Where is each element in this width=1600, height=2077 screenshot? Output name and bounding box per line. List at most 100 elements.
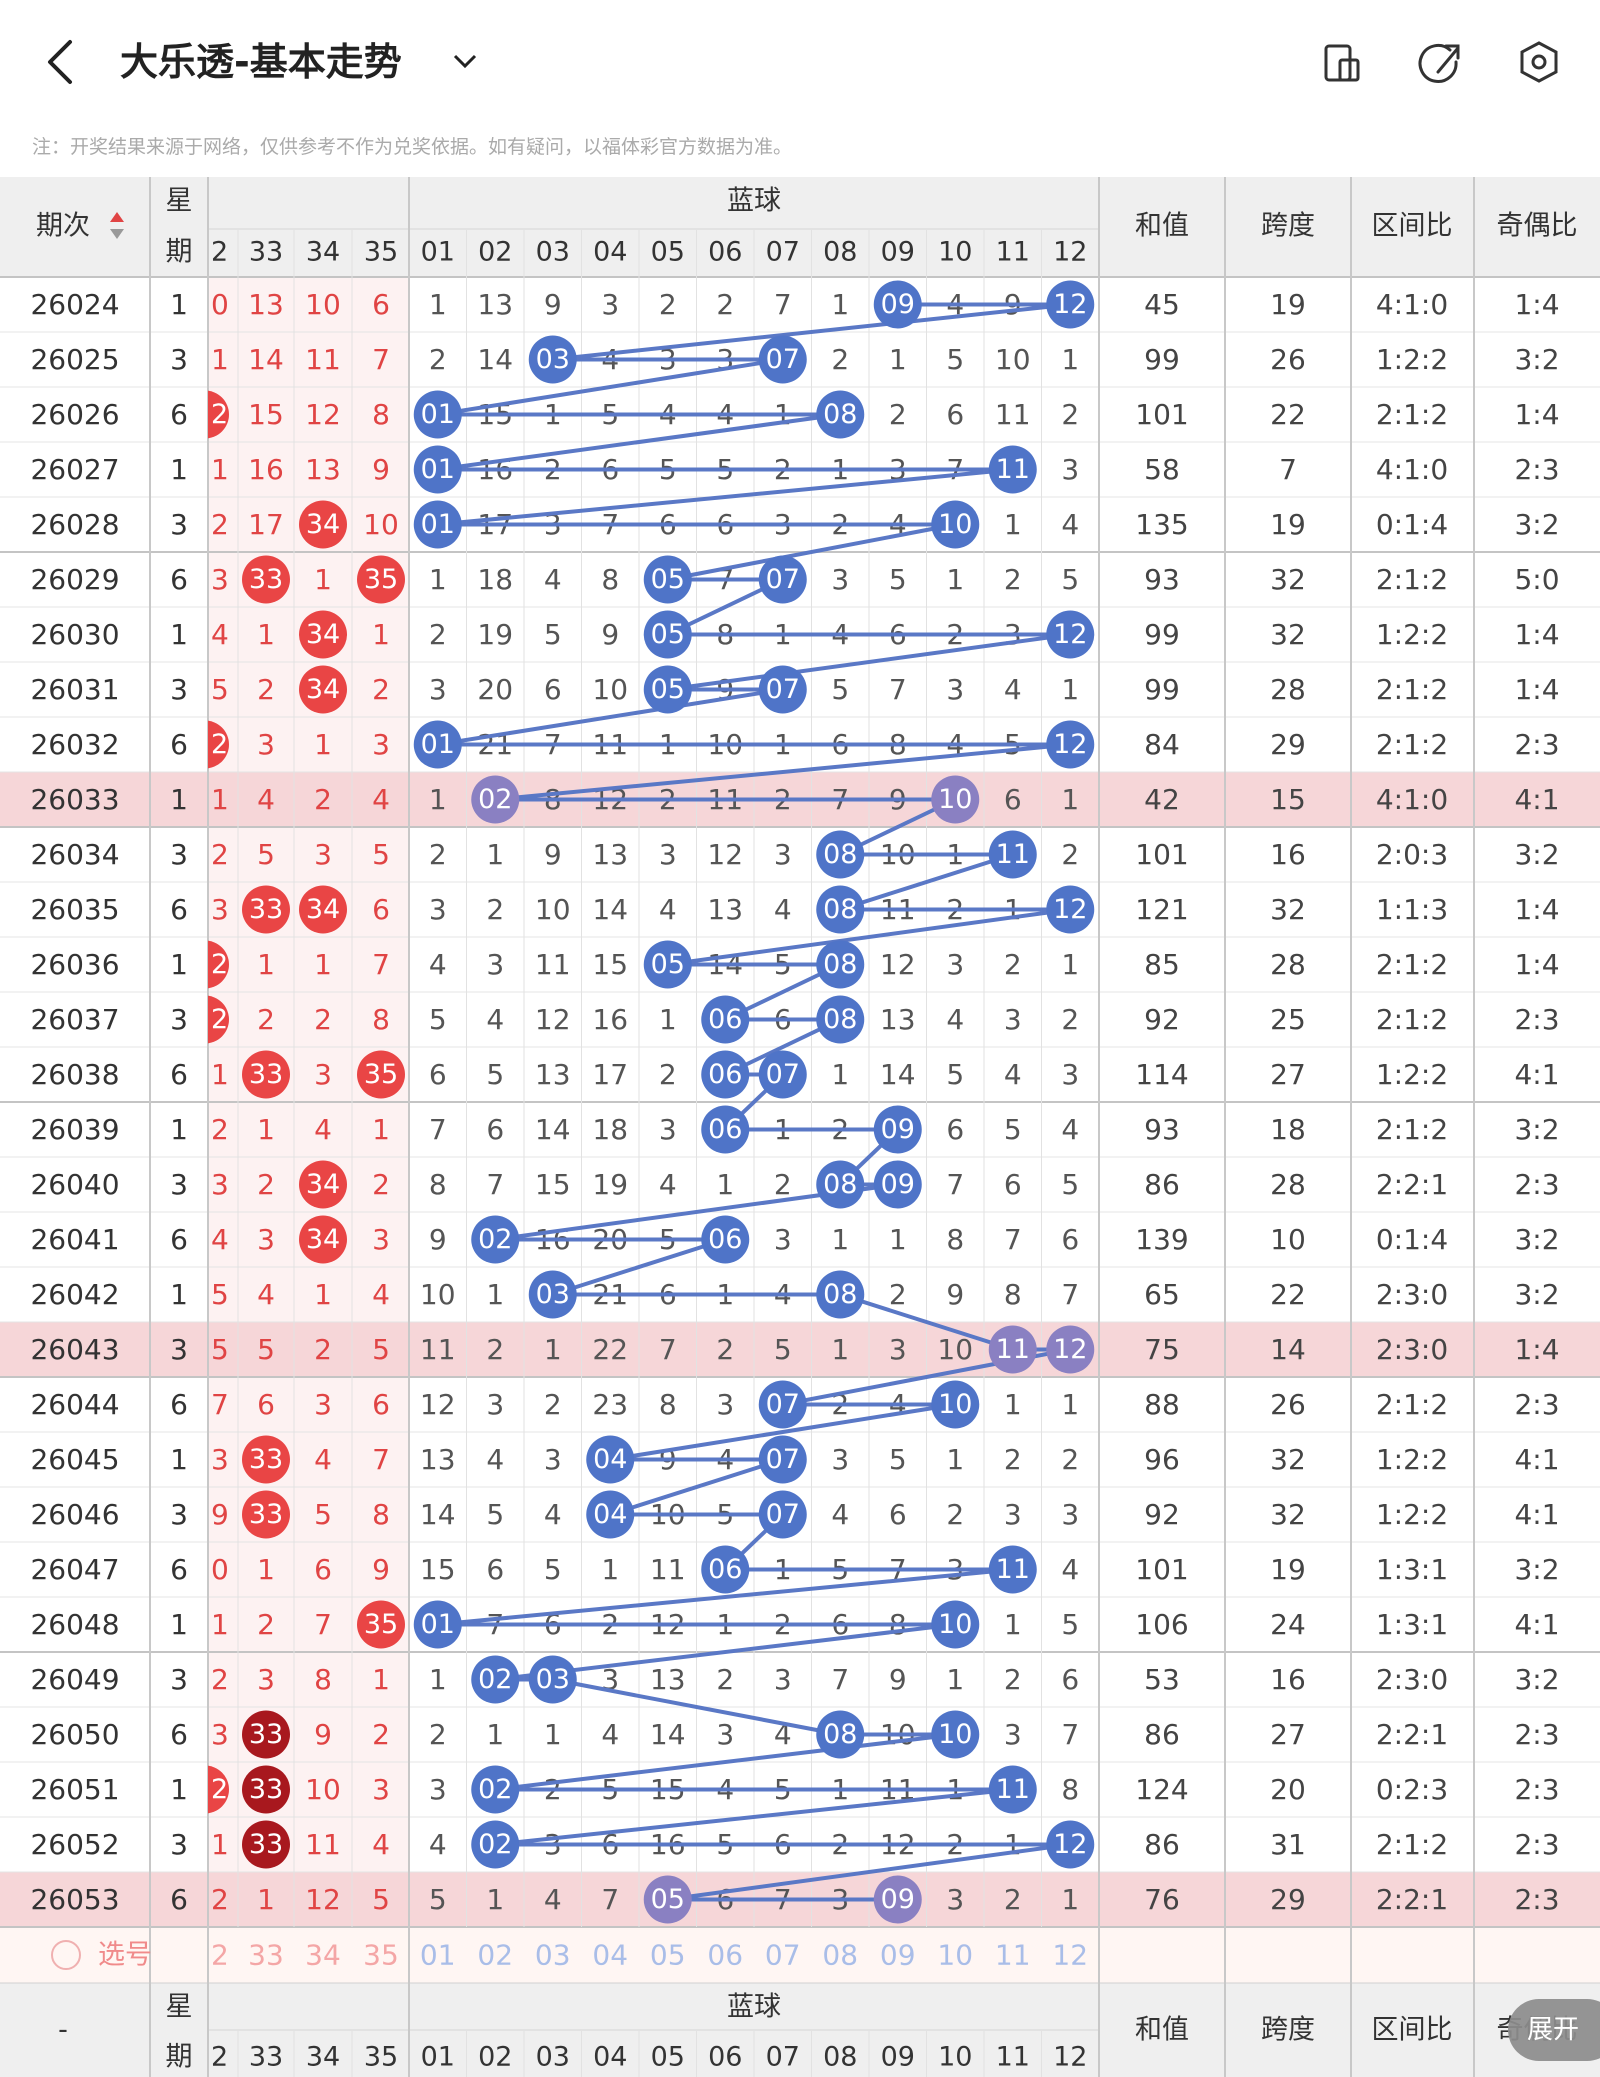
red-miss: 8	[372, 398, 390, 431]
red-ball-number: 33	[249, 1499, 283, 1530]
blue-miss: 4	[1061, 1113, 1079, 1146]
select-red: 33	[248, 1939, 284, 1972]
red-ball-number: 2	[211, 1774, 228, 1805]
blue-miss: 4	[1061, 508, 1079, 541]
red-ball-number: 34	[306, 674, 340, 705]
blue-miss: 1	[831, 1333, 849, 1366]
period: 26045	[30, 1443, 119, 1476]
weekday: 1	[170, 948, 188, 981]
expand-button[interactable]	[1508, 1999, 1600, 2061]
red-miss: 2	[257, 1168, 275, 1201]
red-miss: 2	[314, 783, 332, 816]
blue-miss: 2	[1061, 1003, 1079, 1036]
blue-miss: 9	[544, 288, 562, 321]
sum: 101	[1135, 398, 1188, 431]
blue-ball-number: 06	[708, 1004, 742, 1035]
dropdown-icon[interactable]	[453, 54, 477, 69]
blue-ball-number: 02	[478, 1829, 512, 1860]
zone: 2:3:0	[1376, 1663, 1448, 1696]
period: 26044	[30, 1388, 119, 1421]
odd-even: 1:4	[1514, 948, 1559, 981]
settings-icon[interactable]	[1520, 41, 1558, 83]
blue-miss: 3	[429, 1773, 447, 1806]
blue-miss: 3	[716, 1718, 734, 1751]
blue-ball	[471, 1655, 520, 1704]
select-checkbox[interactable]	[51, 1940, 81, 1970]
blue-miss: 2	[946, 1498, 964, 1531]
sum: 114	[1135, 1058, 1188, 1091]
sum: 85	[1144, 948, 1180, 981]
odd-even: 1:4	[1514, 1333, 1559, 1366]
period-head: -	[58, 2015, 68, 2046]
blue-ball	[413, 500, 462, 549]
period: 26051	[30, 1773, 119, 1806]
sum: 84	[1144, 728, 1180, 761]
blue-ball	[528, 335, 577, 384]
red-miss: 2	[314, 1333, 332, 1366]
blue-miss: 3	[544, 1443, 562, 1476]
zone: 1:3:1	[1376, 1608, 1448, 1641]
blue-col-head: 01	[421, 2042, 455, 2073]
red-ball	[242, 1050, 290, 1099]
weekday: 3	[170, 1828, 188, 1861]
red-ball-number: 34	[306, 619, 340, 650]
weekday: 6	[170, 728, 188, 761]
zone: 4:1:0	[1376, 783, 1448, 816]
blue-miss: 14	[650, 1718, 686, 1751]
blue-miss: 13	[707, 893, 743, 926]
zone: 1:2:2	[1376, 1058, 1448, 1091]
blue-miss: 2	[1061, 1443, 1079, 1476]
sum: 86	[1144, 1718, 1180, 1751]
blue-miss: 9	[946, 1278, 964, 1311]
blue-miss: 9	[889, 1663, 907, 1696]
red-ball-number: 33	[249, 1719, 283, 1750]
blue-col-head: 01	[421, 237, 455, 268]
red-miss: 3	[372, 728, 390, 761]
blue-miss: 7	[1061, 1718, 1079, 1751]
blue-ball-number: 02	[478, 1774, 512, 1805]
blue-ball-number: 10	[938, 509, 972, 540]
span: 31	[1270, 1828, 1306, 1861]
share-icon[interactable]	[1418, 43, 1460, 83]
back-icon[interactable]	[48, 40, 72, 84]
blue-ball	[816, 940, 865, 989]
period: 26030	[30, 618, 119, 651]
blue-group-head: 蓝球	[727, 186, 781, 217]
select-red: 35	[363, 1939, 399, 1972]
red-miss: 1	[211, 1608, 229, 1641]
zone: 0:2:3	[1376, 1773, 1448, 1806]
blue-ball	[931, 1600, 980, 1649]
blue-miss: 15	[592, 948, 628, 981]
blue-miss: 1	[486, 1718, 504, 1751]
blue-miss: 4	[601, 1718, 619, 1751]
device-icon[interactable]	[1324, 44, 1360, 82]
blue-miss: 2	[429, 838, 447, 871]
span: 19	[1270, 508, 1306, 541]
zone: 2:2:1	[1376, 1883, 1448, 1916]
blue-col-head: 10	[938, 2042, 972, 2073]
odd-even: 2:3	[1514, 728, 1559, 761]
sum: 53	[1144, 1663, 1180, 1696]
sum: 88	[1144, 1388, 1180, 1421]
blue-ball-number: 07	[766, 564, 800, 595]
blue-col-head: 10	[938, 237, 972, 268]
span: 25	[1270, 1003, 1306, 1036]
blue-ball-number: 06	[708, 1059, 742, 1090]
blue-ball-number: 08	[823, 839, 857, 870]
red-miss: 2	[372, 1718, 390, 1751]
blue-miss: 3	[889, 1333, 907, 1366]
blue-miss: 2	[1004, 1443, 1022, 1476]
blue-ball-number: 01	[421, 729, 455, 760]
zone: 1:2:2	[1376, 343, 1448, 376]
blue-ball	[873, 1875, 922, 1924]
blue-miss: 7	[946, 1168, 964, 1201]
red-ball	[299, 885, 347, 934]
blue-miss: 3	[946, 948, 964, 981]
blue-miss: 19	[592, 1168, 628, 1201]
select-red: 2	[211, 1939, 229, 1972]
blue-miss: 1	[429, 1663, 447, 1696]
blue-ball-number: 10	[938, 1719, 972, 1750]
blue-miss: 5	[544, 1553, 562, 1586]
red-miss: 1	[211, 1828, 229, 1861]
red-miss: 2	[257, 673, 275, 706]
